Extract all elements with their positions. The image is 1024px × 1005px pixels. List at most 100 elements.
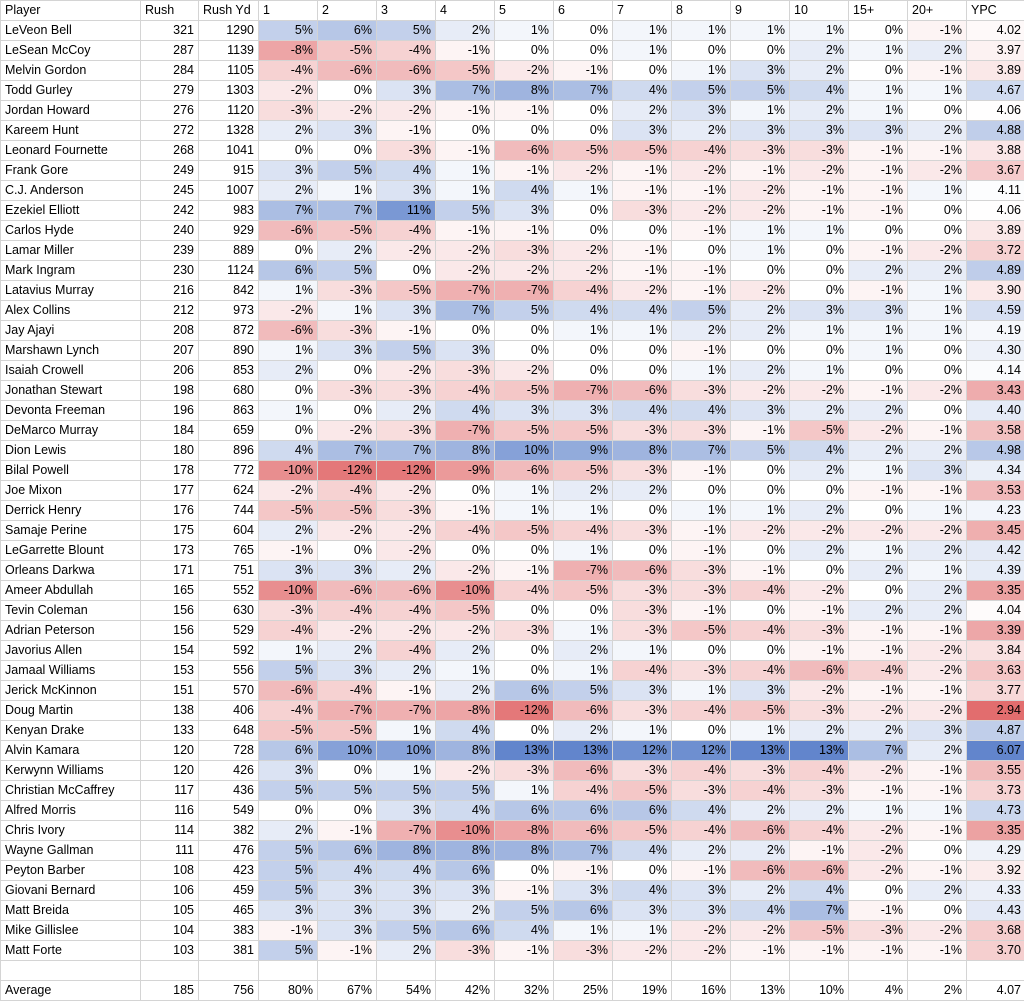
data-cell[interactable]: -3% [612,520,672,541]
data-cell[interactable]: 1% [612,320,672,341]
data-cell[interactable]: 0% [553,360,613,381]
data-cell[interactable]: -10% [258,460,318,481]
data-cell[interactable]: 3.53 [966,480,1024,501]
data-cell[interactable]: -3% [376,500,436,521]
data-cell[interactable]: 4% [612,880,672,901]
data-cell[interactable]: 1% [671,360,731,381]
data-cell[interactable]: 0% [730,480,790,501]
data-cell[interactable]: 4% [435,800,495,821]
data-cell[interactable]: 3% [435,340,495,361]
player-name-cell[interactable]: Jamaal Williams [0,660,141,681]
data-cell[interactable]: 117 [140,780,199,801]
data-cell[interactable]: -4% [730,660,790,681]
data-cell[interactable]: 10% [376,740,436,761]
player-name-cell[interactable]: LeGarrette Blount [0,540,141,561]
data-cell[interactable]: -1% [907,480,967,501]
data-cell[interactable]: 0% [907,340,967,361]
data-cell[interactable]: 0% [612,220,672,241]
data-cell[interactable]: -2% [730,200,790,221]
data-cell[interactable]: -4% [789,760,849,781]
data-cell[interactable]: -3% [730,760,790,781]
data-cell[interactable]: 765 [198,540,259,561]
data-cell[interactable]: -1% [789,840,849,861]
data-cell[interactable]: 4% [553,300,613,321]
data-cell[interactable]: 6% [553,800,613,821]
average-cell[interactable]: 67% [317,980,377,1001]
data-cell[interactable]: 2% [258,820,318,841]
data-cell[interactable]: -8% [435,700,495,721]
data-cell[interactable]: -1% [494,100,554,121]
data-cell[interactable]: 0% [435,480,495,501]
data-cell[interactable]: -3% [435,940,495,961]
data-cell[interactable]: -1% [848,240,908,261]
player-name-cell[interactable]: LeSean McCoy [0,40,141,61]
data-cell[interactable]: 973 [198,300,259,321]
average-cell[interactable]: 13% [730,980,790,1001]
data-cell[interactable]: 0% [730,340,790,361]
data-cell[interactable]: -5% [553,140,613,161]
data-cell[interactable]: 3.97 [966,40,1024,61]
data-cell[interactable]: 4.11 [966,180,1024,201]
data-cell[interactable]: 4.43 [966,900,1024,921]
data-cell[interactable]: 284 [140,60,199,81]
data-cell[interactable]: 3.43 [966,380,1024,401]
data-cell[interactable]: -5% [789,420,849,441]
data-cell[interactable]: 0% [612,60,672,81]
data-cell[interactable]: 216 [140,280,199,301]
empty-cell[interactable] [376,960,436,981]
player-name-cell[interactable]: Jay Ajayi [0,320,141,341]
data-cell[interactable]: 476 [198,840,259,861]
data-cell[interactable]: -1% [671,520,731,541]
data-cell[interactable]: 206 [140,360,199,381]
data-cell[interactable]: -5% [553,460,613,481]
data-cell[interactable]: -6% [376,60,436,81]
data-cell[interactable]: 2% [789,40,849,61]
data-cell[interactable]: 659 [198,420,259,441]
data-cell[interactable]: -3% [612,420,672,441]
data-cell[interactable]: 2% [258,120,318,141]
data-cell[interactable]: -2% [376,480,436,501]
data-cell[interactable]: 0% [317,80,377,101]
data-cell[interactable]: -1% [730,560,790,581]
data-cell[interactable]: 6% [258,260,318,281]
data-cell[interactable]: 287 [140,40,199,61]
player-name-cell[interactable]: Latavius Murray [0,280,141,301]
data-cell[interactable]: 2% [671,840,731,861]
data-cell[interactable]: 178 [140,460,199,481]
data-cell[interactable]: 1% [789,360,849,381]
data-cell[interactable]: 8% [435,740,495,761]
data-cell[interactable]: 3% [612,680,672,701]
data-cell[interactable]: -5% [258,720,318,741]
data-cell[interactable]: -3% [671,560,731,581]
data-cell[interactable]: 3% [612,120,672,141]
data-cell[interactable]: 5% [317,260,377,281]
data-cell[interactable]: 3% [376,800,436,821]
data-cell[interactable]: -7% [376,700,436,721]
column-header[interactable]: Rush [140,0,199,21]
data-cell[interactable]: 175 [140,520,199,541]
data-cell[interactable]: 5% [494,300,554,321]
data-cell[interactable]: -2% [612,940,672,961]
data-cell[interactable]: 5% [258,940,318,961]
data-cell[interactable]: -1% [907,60,967,81]
player-name-cell[interactable]: Giovani Bernard [0,880,141,901]
data-cell[interactable]: 272 [140,120,199,141]
data-cell[interactable]: 680 [198,380,259,401]
data-cell[interactable]: 1% [258,340,318,361]
player-name-cell[interactable]: Frank Gore [0,160,141,181]
data-cell[interactable]: -4% [494,580,554,601]
player-name-cell[interactable]: Joe Mixon [0,480,141,501]
data-cell[interactable]: -2% [376,100,436,121]
data-cell[interactable]: -5% [553,580,613,601]
data-cell[interactable]: 4.34 [966,460,1024,481]
column-header[interactable]: Player [0,0,141,21]
data-cell[interactable]: -4% [376,640,436,661]
data-cell[interactable]: -1% [435,220,495,241]
data-cell[interactable]: 2% [907,440,967,461]
data-cell[interactable]: -5% [730,700,790,721]
data-cell[interactable]: -1% [494,560,554,581]
player-name-cell[interactable]: Matt Breida [0,900,141,921]
player-name-cell[interactable]: Leonard Fournette [0,140,141,161]
data-cell[interactable]: 1% [553,320,613,341]
data-cell[interactable]: 6% [553,900,613,921]
